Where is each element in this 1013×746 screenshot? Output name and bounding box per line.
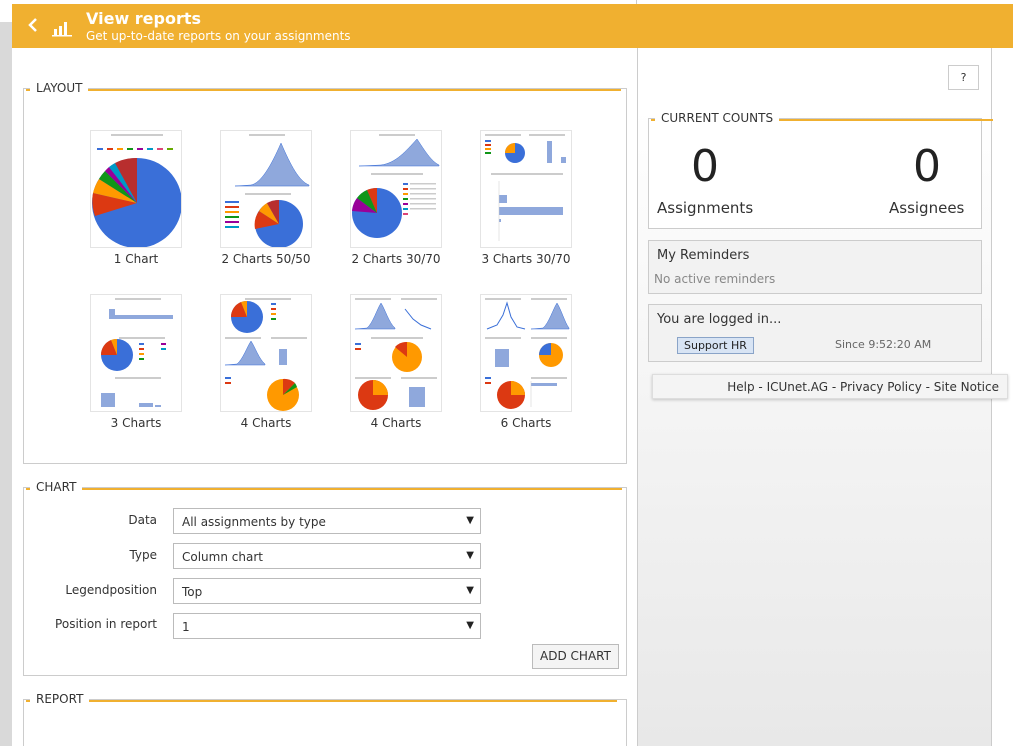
layout-option-3[interactable]: 2 Charts 30/70	[350, 130, 442, 266]
multi-chart-thumbnail-icon	[224, 298, 307, 411]
reminders-empty-text: No active reminders	[654, 272, 776, 286]
dropdown-caret-icon: ▼	[466, 620, 474, 631]
back-chevron-icon[interactable]	[24, 14, 42, 36]
data-select[interactable]: All assignments by type ▼	[173, 508, 481, 534]
layout-thumbnail	[220, 130, 312, 248]
login-since: Since 9:52:20 AM	[835, 338, 932, 351]
dropdown-caret-icon: ▼	[466, 515, 474, 526]
layout-option-5[interactable]: 3 Charts	[90, 294, 182, 430]
layout-option-label: 6 Charts	[500, 416, 552, 430]
assignments-count: 0	[691, 141, 719, 192]
page-title: View reports	[86, 9, 202, 28]
layout-option-label: 3 Charts 30/70	[481, 252, 571, 266]
current-counts-legend: CURRENT COUNTS	[650, 111, 994, 125]
footer-separator: -	[921, 380, 934, 394]
layout-option-label: 4 Charts	[370, 416, 422, 430]
legend-position-row: Legendposition Top ▼	[23, 578, 623, 604]
layout-option-1[interactable]: 1 Chart	[90, 130, 182, 266]
icunet-link[interactable]: ICUnet.AG	[766, 380, 829, 394]
footer-separator: -	[754, 380, 767, 394]
layout-legend: LAYOUT	[25, 81, 627, 95]
type-row: Type Column chart ▼	[23, 543, 623, 569]
layout-thumbnail	[480, 130, 572, 248]
chart-section: CHART	[23, 480, 628, 676]
data-row: Data All assignments by type ▼	[23, 508, 623, 534]
type-select[interactable]: Column chart ▼	[173, 543, 481, 569]
layout-thumbnail	[350, 130, 442, 248]
assignments-label: Assignments	[657, 199, 754, 217]
login-panel: You are logged in... Support HR Since 9:…	[648, 304, 982, 362]
help-link[interactable]: Help	[727, 380, 755, 394]
layout-option-label: 1 Chart	[113, 252, 159, 266]
layout-option-label: 2 Charts 30/70	[351, 252, 441, 266]
type-select-value: Column chart	[182, 550, 263, 564]
footer-separator: -	[828, 380, 841, 394]
assignees-count: 0	[913, 141, 941, 192]
privacy-policy-link[interactable]: Privacy Policy	[840, 380, 922, 394]
dropdown-caret-icon: ▼	[466, 585, 474, 596]
layout-thumbnail	[90, 294, 182, 412]
layout-section: LAYOUT	[23, 81, 627, 464]
add-chart-button[interactable]: ADD CHART	[532, 644, 619, 669]
reminders-title: My Reminders	[657, 248, 750, 263]
role-badge[interactable]: Support HR	[677, 337, 754, 354]
page-header: View reports Get up-to-date reports on y…	[12, 4, 1013, 48]
layout-option-label: 2 Charts 50/50	[221, 252, 311, 266]
data-label: Data	[128, 513, 157, 527]
page-subtitle: Get up-to-date reports on your assignmen…	[86, 29, 351, 43]
type-label: Type	[129, 548, 157, 562]
layout-thumbnail	[220, 294, 312, 412]
layout-option-8[interactable]: 6 Charts	[480, 294, 572, 430]
multi-chart-thumbnail-icon	[485, 298, 570, 409]
multi-chart-thumbnail-icon	[100, 298, 173, 407]
legend-position-label: Legendposition	[65, 583, 157, 597]
layout-thumbnail	[350, 294, 442, 412]
data-select-value: All assignments by type	[182, 515, 326, 529]
chart-legend: CHART	[25, 480, 628, 494]
layout-option-4[interactable]: 3 Charts 30/70	[480, 130, 572, 266]
layout-thumbnail	[90, 130, 182, 248]
pie-thumbnail-icon	[92, 134, 181, 247]
layout-option-2[interactable]: 2 Charts 50/50	[220, 130, 312, 266]
legend-position-value: Top	[182, 585, 203, 599]
assignees-label: Assignees	[889, 199, 965, 217]
top-divider	[636, 0, 637, 4]
login-title: You are logged in...	[657, 312, 782, 327]
site-notice-link[interactable]: Site Notice	[933, 380, 999, 394]
layout-thumbnail	[480, 294, 572, 412]
footer-links: Help - ICUnet.AG - Privacy Policy - Site…	[652, 374, 1008, 399]
current-counts-box: CURRENT COUNTS 0 Assignments 0 Assignees	[648, 111, 994, 229]
chart-form: Data All assignments by type ▼ Type Colu…	[23, 508, 627, 648]
multi-chart-thumbnail-icon	[354, 298, 437, 410]
layout-option-label: 3 Charts	[110, 416, 162, 430]
position-select-value: 1	[182, 620, 190, 634]
layout-option-7[interactable]: 4 Charts	[350, 294, 442, 430]
report-legend: REPORT	[25, 692, 622, 706]
help-button[interactable]: ?	[948, 65, 979, 90]
left-gutter	[0, 22, 12, 746]
position-label: Position in report	[55, 617, 157, 631]
report-section: REPORT	[23, 692, 627, 746]
layout-option-label: 4 Charts	[240, 416, 292, 430]
multi-chart-thumbnail-icon	[485, 134, 566, 241]
legend-position-select[interactable]: Top ▼	[173, 578, 481, 604]
dropdown-caret-icon: ▼	[466, 550, 474, 561]
layout-option-6[interactable]: 4 Charts	[220, 294, 312, 430]
area-pie-thumbnail-icon	[352, 134, 440, 238]
position-select[interactable]: 1 ▼	[173, 613, 481, 639]
position-row: Position in report 1 ▼	[23, 613, 623, 639]
reminders-panel: My Reminders No active reminders	[648, 240, 982, 294]
bar-chart-icon	[52, 22, 72, 37]
area-pie-thumbnail-icon	[225, 134, 310, 247]
